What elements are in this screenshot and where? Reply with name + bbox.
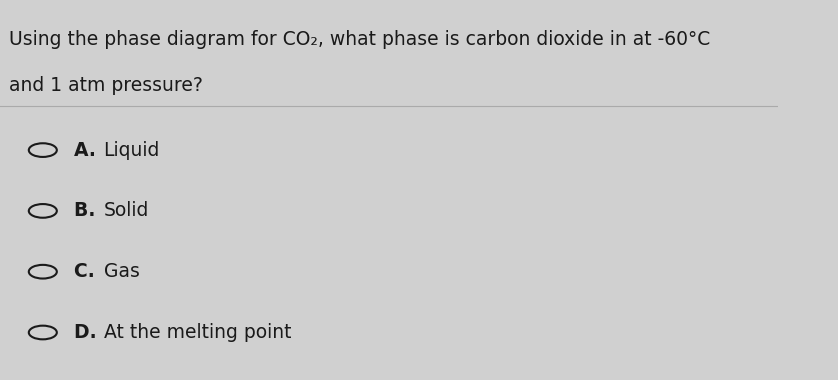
Text: At the melting point: At the melting point — [104, 323, 291, 342]
Text: A.: A. — [74, 141, 102, 160]
Text: D.: D. — [74, 323, 103, 342]
Text: Liquid: Liquid — [104, 141, 160, 160]
Text: B.: B. — [74, 201, 102, 220]
Text: and 1 atm pressure?: and 1 atm pressure? — [9, 76, 204, 95]
Text: Solid: Solid — [104, 201, 149, 220]
Text: C.: C. — [74, 262, 101, 281]
Text: Gas: Gas — [104, 262, 139, 281]
Text: Using the phase diagram for CO₂, what phase is carbon dioxide in at -60°C: Using the phase diagram for CO₂, what ph… — [9, 30, 711, 49]
